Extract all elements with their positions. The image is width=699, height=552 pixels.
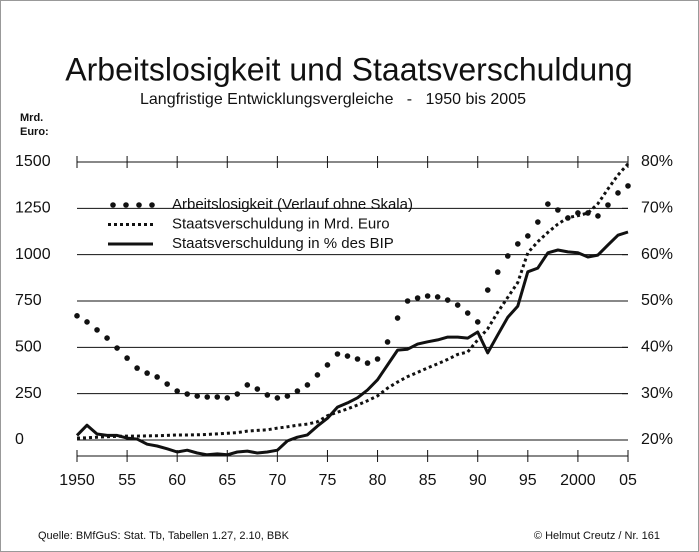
data-point xyxy=(374,356,381,362)
y-tick-label: 1000 xyxy=(15,246,51,263)
data-point xyxy=(354,356,361,362)
data-point xyxy=(284,393,291,399)
y-axis-label: Mrd. xyxy=(20,112,43,124)
data-point xyxy=(615,190,621,196)
x-tick-label: 60 xyxy=(168,472,186,489)
x-tick-label: 95 xyxy=(519,472,537,489)
data-point xyxy=(605,202,611,208)
data-point xyxy=(545,201,551,207)
x-tick-label: 70 xyxy=(268,472,286,489)
x-tick-label: 05 xyxy=(619,472,637,489)
legend-label: Arbeitslosigkeit (Verlauf ohne Skala) xyxy=(172,196,413,213)
legend-marker xyxy=(110,202,116,208)
data-point xyxy=(144,370,150,376)
data-point xyxy=(444,297,451,303)
data-point xyxy=(625,183,631,189)
data-point xyxy=(254,386,261,392)
y2-tick-label: 30% xyxy=(641,385,673,402)
data-point xyxy=(264,392,271,398)
legend-marker xyxy=(149,202,155,208)
data-point xyxy=(104,335,110,341)
data-point xyxy=(234,391,241,397)
credit: © Helmut Creutz / Nr. 161 xyxy=(534,530,660,542)
x-tick-label: 1950 xyxy=(59,472,95,489)
legend-label: Staatsverschuldung in Mrd. Euro xyxy=(172,215,390,232)
data-point xyxy=(414,295,421,301)
data-point xyxy=(404,298,411,304)
data-point xyxy=(114,345,120,351)
legend-marker xyxy=(123,202,129,208)
legend-marker xyxy=(136,202,142,208)
data-point xyxy=(84,319,90,325)
data-point xyxy=(184,391,190,397)
data-point xyxy=(204,394,211,400)
data-point xyxy=(484,287,491,293)
data-point xyxy=(394,315,401,321)
legend-label: Staatsverschuldung in % des BIP xyxy=(172,235,394,252)
series-line xyxy=(75,230,629,457)
data-point xyxy=(214,394,221,400)
data-point xyxy=(364,360,371,366)
y-tick-label: 1500 xyxy=(15,153,51,170)
y-tick-label: 1250 xyxy=(15,200,51,217)
x-tick-label: 55 xyxy=(118,472,136,489)
data-point xyxy=(384,339,391,345)
data-point xyxy=(434,294,441,300)
y2-tick-label: 70% xyxy=(641,200,673,217)
data-point xyxy=(194,393,201,399)
y2-tick-label: 80% xyxy=(641,153,673,170)
chart-title: Arbeitslosigkeit und Staatsverschuldung xyxy=(65,51,632,87)
data-point xyxy=(464,310,471,316)
x-tick-label: 80 xyxy=(369,472,387,489)
x-tick-label: 2000 xyxy=(560,472,596,489)
y2-tick-label: 20% xyxy=(641,431,673,448)
data-point xyxy=(334,351,341,357)
data-point xyxy=(504,253,511,259)
data-point xyxy=(324,362,331,368)
data-point xyxy=(244,382,251,388)
y2-tick-label: 50% xyxy=(641,292,673,309)
data-point xyxy=(134,365,140,371)
data-point xyxy=(74,313,80,319)
x-tick-label: 85 xyxy=(419,472,437,489)
data-point xyxy=(274,395,281,401)
y-tick-label: 750 xyxy=(15,292,42,309)
y2-tick-label: 40% xyxy=(641,339,673,356)
chart-subtitle: Langfristige Entwicklungsvergleiche - 19… xyxy=(140,91,526,108)
data-point xyxy=(454,302,461,308)
data-point xyxy=(304,382,311,388)
data-point xyxy=(314,372,321,378)
data-point xyxy=(224,395,231,401)
y2-tick-label: 60% xyxy=(641,246,673,263)
data-point xyxy=(424,293,431,299)
data-point xyxy=(525,233,531,239)
y-tick-label: 500 xyxy=(15,339,42,356)
data-point xyxy=(154,374,160,380)
data-point xyxy=(174,388,180,394)
data-point xyxy=(494,269,501,275)
x-tick-label: 90 xyxy=(469,472,487,489)
data-point xyxy=(164,381,170,387)
data-point xyxy=(344,353,351,359)
y-tick-label: 0 xyxy=(15,431,24,448)
source: Quelle: BMfGuS: Stat. Tb, Tabellen 1.27,… xyxy=(38,530,290,542)
data-point xyxy=(94,327,100,333)
data-point xyxy=(555,207,561,213)
x-tick-label: 65 xyxy=(218,472,236,489)
series-line xyxy=(76,162,630,440)
data-point xyxy=(535,219,541,225)
y-axis-label: Euro: xyxy=(20,126,49,138)
data-point xyxy=(294,388,301,394)
data-point xyxy=(595,213,601,219)
data-point xyxy=(515,241,521,247)
y-tick-label: 250 xyxy=(15,385,42,402)
x-tick-label: 75 xyxy=(319,472,337,489)
data-point xyxy=(474,319,481,325)
data-point xyxy=(124,355,130,361)
